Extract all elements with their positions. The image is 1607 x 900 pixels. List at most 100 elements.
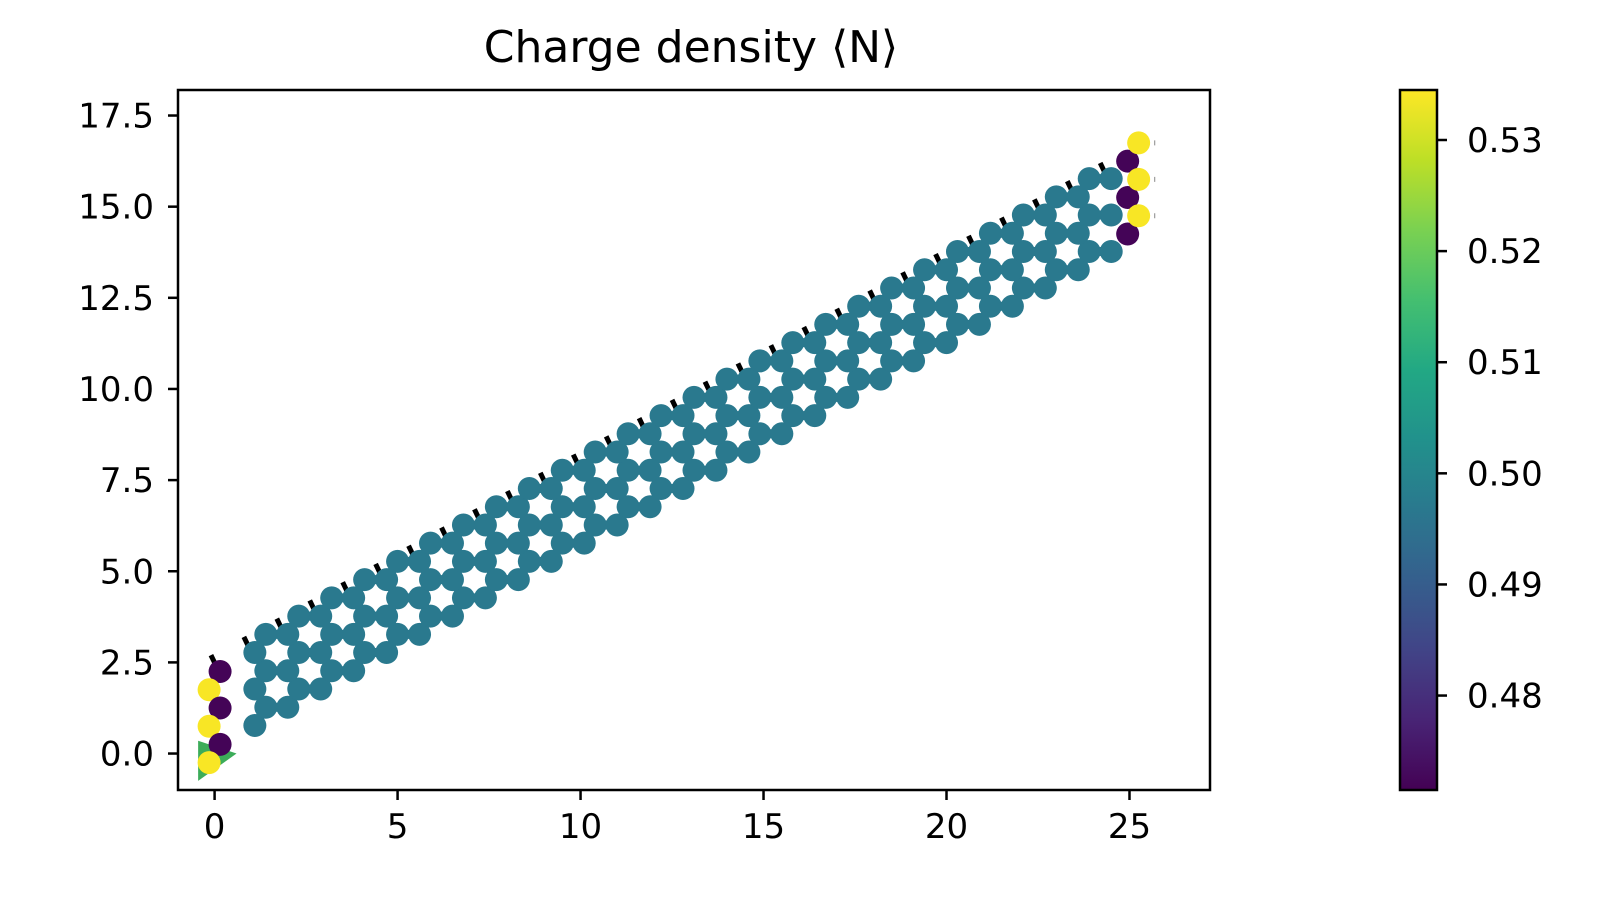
lattice-site [484, 495, 508, 519]
lattice-site [978, 294, 1002, 318]
lattice-site [473, 549, 497, 573]
edge-site [1127, 204, 1151, 228]
lattice-site [1033, 203, 1057, 227]
edge-site [197, 751, 221, 775]
lattice-site [945, 312, 969, 336]
lattice-site [320, 659, 344, 683]
x-tick-label: 25 [1108, 807, 1151, 847]
lattice-site [1077, 167, 1101, 191]
lattice-site [287, 641, 311, 665]
lattice-site [473, 586, 497, 610]
lattice-site [967, 312, 991, 336]
plot-frame [176, 88, 1212, 792]
lattice-site [748, 385, 772, 409]
lattice-site [715, 404, 739, 428]
lattice-site [649, 476, 673, 500]
lattice-site [254, 659, 278, 683]
lattice-site [506, 495, 530, 519]
lattice-site [539, 513, 563, 537]
lattice-site [550, 495, 574, 519]
lattice-site [539, 476, 563, 500]
edge-site [1116, 149, 1140, 173]
chart-title: Charge density ⟨N⟩ [484, 22, 898, 73]
lattice-site [550, 531, 574, 555]
edge-site [1116, 222, 1140, 246]
lattice-site [671, 440, 695, 464]
lattice-site [320, 586, 344, 610]
lattice-site [913, 294, 937, 318]
lattice-site [451, 549, 475, 573]
lattice-site [243, 713, 267, 737]
lattice-site [869, 331, 893, 355]
lattice-site [451, 513, 475, 537]
lattice-site [386, 549, 410, 573]
lattice-site [440, 604, 464, 628]
lattice-site [847, 294, 871, 318]
lattice-site [353, 641, 377, 665]
x-axis: 0 5 10 15 20 25 [204, 790, 1151, 847]
lattice-site [616, 495, 640, 519]
lattice-site [276, 695, 300, 719]
lattice-site [803, 331, 827, 355]
lattice-site [967, 276, 991, 300]
lattice-site [583, 513, 607, 537]
lattice-site [945, 240, 969, 264]
lattice-site [715, 367, 739, 391]
y-tick-label: 5.0 [100, 552, 154, 592]
lattice-site [1099, 240, 1123, 264]
lattice-site [880, 276, 904, 300]
lattice-site [616, 422, 640, 446]
lattice-site [836, 312, 860, 336]
lattice-site [781, 404, 805, 428]
lattice-site [913, 331, 937, 355]
lattice-site [1011, 276, 1035, 300]
lattice-site [605, 513, 629, 537]
y-tick-label: 12.5 [78, 279, 154, 319]
lattice-site [770, 422, 794, 446]
lattice-site [375, 568, 399, 592]
lattice-site [638, 495, 662, 519]
lattice-site [616, 458, 640, 482]
lattice-site [1044, 221, 1068, 245]
lattice-site [1044, 185, 1068, 209]
edge-site [208, 732, 232, 756]
x-tick-label: 0 [204, 807, 226, 847]
y-tick-label: 17.5 [78, 97, 154, 137]
lattice-site [770, 349, 794, 373]
lattice-site [869, 367, 893, 391]
lattice-site [1033, 240, 1057, 264]
lattice-site [408, 549, 432, 573]
lattice-site [243, 677, 267, 701]
lattice-site [605, 440, 629, 464]
lattice-site [451, 586, 475, 610]
lattice-site [408, 622, 432, 646]
lattice-site [638, 458, 662, 482]
lattice-site [671, 476, 695, 500]
lattice-site [638, 422, 662, 446]
edge-site [208, 696, 232, 720]
lattice-site [517, 476, 541, 500]
lattice-site [1044, 258, 1068, 282]
lattice-site [704, 458, 728, 482]
lattice-site [1011, 240, 1035, 264]
lattice-site [254, 622, 278, 646]
lattice-site [945, 276, 969, 300]
lattice-site [353, 604, 377, 628]
lattice-site [583, 440, 607, 464]
lattice-site [737, 440, 761, 464]
colorbar-tick-label: 0.48 [1467, 677, 1543, 717]
edge-site [197, 678, 221, 702]
lattice-site [1011, 203, 1035, 227]
lattice-site [978, 258, 1002, 282]
lattice-site [539, 549, 563, 573]
plot-area [176, 88, 1212, 792]
lattice-site [967, 240, 991, 264]
lattice-site [287, 604, 311, 628]
lattice-site [375, 641, 399, 665]
lattice-site [408, 586, 432, 610]
lattice-site [276, 659, 300, 683]
lattice-site [803, 367, 827, 391]
lattice-site [572, 531, 596, 555]
lattice-site [484, 531, 508, 555]
